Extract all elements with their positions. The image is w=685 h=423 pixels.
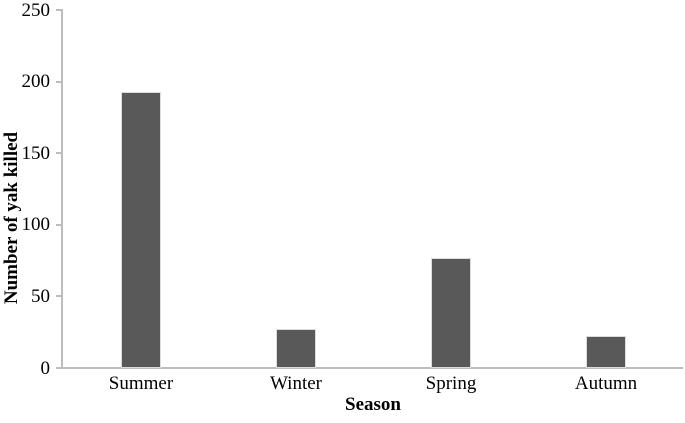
x-axis-title: Season <box>345 394 401 415</box>
y-tick-mark <box>56 223 63 226</box>
y-tick-label: 150 <box>21 142 51 164</box>
y-tick-label: 100 <box>21 214 51 236</box>
x-tick-label-winter: Winter <box>270 373 322 394</box>
x-tick-label-autumn: Autumn <box>574 373 638 394</box>
y-tick-mark <box>56 367 63 369</box>
y-tick-label: 0 <box>40 357 51 379</box>
y-tick-label: 250 <box>21 0 51 21</box>
y-tick-mark <box>56 152 63 155</box>
y-tick-label: 200 <box>21 71 51 93</box>
y-tick-mark <box>56 9 63 11</box>
y-axis-line <box>61 10 63 369</box>
bar-autumn <box>585 336 626 368</box>
x-axis-line <box>61 367 683 369</box>
x-tick-label-summer: Summer <box>108 373 174 394</box>
y-tick-mark <box>56 295 63 298</box>
bar-summer <box>120 91 161 368</box>
y-tick-mark <box>56 80 63 83</box>
y-tick-label: 50 <box>31 285 50 307</box>
x-tick-label-spring: Spring <box>425 373 477 394</box>
bar-winter <box>275 329 316 368</box>
bar-spring <box>430 257 471 368</box>
